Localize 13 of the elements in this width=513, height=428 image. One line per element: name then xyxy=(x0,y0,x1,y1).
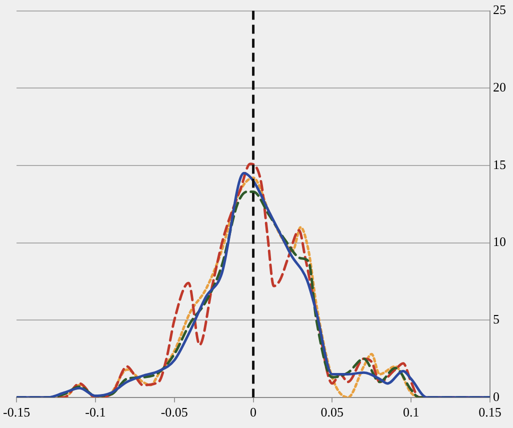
y-tick-label: 5 xyxy=(493,312,500,326)
x-tick-label: -0.15 xyxy=(2,404,30,420)
x-tick-label: 0 xyxy=(250,404,257,420)
y-tick-label: 20 xyxy=(493,80,506,95)
y-tick-label: 10 xyxy=(493,234,506,250)
y-tick-label: 25 xyxy=(493,2,506,18)
y-tick-label: 0 xyxy=(493,388,500,404)
x-tick-label: -0.1 xyxy=(85,404,106,420)
x-tick-label: 0.15 xyxy=(478,404,502,420)
y-tick-label: 15 xyxy=(493,156,506,172)
x-tick-label: -0.05 xyxy=(160,404,188,420)
x-tick-label: 0.05 xyxy=(320,404,344,420)
x-tick-label: 0.1 xyxy=(402,404,420,420)
